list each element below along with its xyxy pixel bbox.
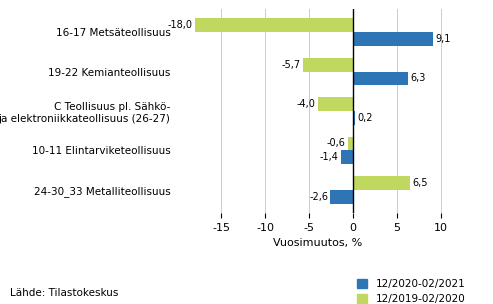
Text: -4,0: -4,0 (297, 99, 316, 109)
Bar (303, 58, 353, 71)
Bar (353, 111, 355, 125)
Bar (353, 32, 433, 46)
Bar (353, 176, 410, 190)
Text: Lähde: Tilastokeskus: Lähde: Tilastokeskus (10, 288, 118, 298)
Text: 6,5: 6,5 (412, 178, 428, 188)
X-axis label: Vuosimuutos, %: Vuosimuutos, % (273, 238, 363, 248)
Bar (348, 136, 353, 150)
Text: -5,7: -5,7 (282, 60, 301, 70)
Text: 9,1: 9,1 (435, 34, 451, 44)
Bar (341, 150, 353, 164)
Text: -1,4: -1,4 (320, 152, 339, 162)
Text: -2,6: -2,6 (309, 192, 328, 202)
Text: -0,6: -0,6 (327, 138, 346, 148)
Bar (195, 18, 353, 32)
Text: 0,2: 0,2 (357, 113, 373, 123)
Bar (353, 71, 408, 85)
Legend: 12/2020-02/2021, 12/2019-02/2020: 12/2020-02/2021, 12/2019-02/2020 (357, 279, 465, 304)
Text: -18,0: -18,0 (168, 20, 193, 30)
Bar (318, 97, 353, 111)
Text: 6,3: 6,3 (411, 74, 426, 84)
Bar (330, 190, 353, 204)
